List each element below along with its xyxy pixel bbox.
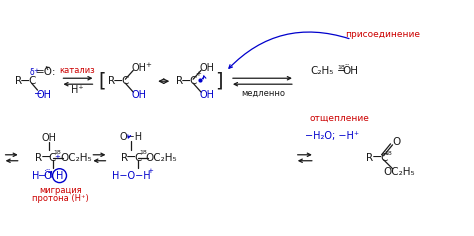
Text: R: R [366,153,373,163]
Text: Ö: Ö [44,171,52,181]
Text: отщепление: отщепление [310,114,370,122]
Text: присоединение: присоединение [345,30,420,39]
Text: δ: δ [29,68,34,77]
Text: 18: 18 [139,150,147,155]
Text: O−H: O−H [120,132,143,142]
Text: миграция: миграция [39,186,82,195]
Text: C: C [380,153,387,163]
Text: OH: OH [200,90,215,100]
Text: H−O−H: H−O−H [112,171,151,181]
Text: ÖH: ÖH [343,66,359,76]
Text: =O:: =O: [36,67,57,77]
Text: +: + [55,154,61,160]
Text: H⁺: H⁺ [71,85,84,95]
Text: OC₂H₅: OC₂H₅ [384,167,415,177]
Text: R: R [15,76,22,86]
Text: OC₂H₅: OC₂H₅ [61,153,92,163]
Text: OH: OH [36,90,51,100]
Text: +: + [146,62,151,68]
Text: ]: ] [215,72,223,91]
Text: :: : [44,167,47,177]
Text: O: O [392,137,401,147]
Text: −: − [113,75,124,88]
Text: R: R [175,76,183,86]
Text: C: C [28,76,35,86]
Text: OC₂H₅: OC₂H₅ [146,153,177,163]
Text: H: H [32,171,39,181]
Text: −: − [34,89,42,99]
Text: C₂H₅: C₂H₅ [310,66,333,76]
Text: OH: OH [41,133,56,143]
Text: C: C [135,153,142,163]
Text: 18: 18 [54,150,62,155]
Text: −H₂O; −H⁺: −H₂O; −H⁺ [305,131,359,141]
Text: −: − [181,75,191,88]
Text: медленно: медленно [241,89,285,98]
Text: OH: OH [132,90,147,100]
Text: −: − [337,66,346,76]
Text: +: + [147,168,153,174]
Text: +: + [195,71,201,77]
Text: −: − [19,75,30,88]
Text: −: − [371,151,382,164]
Text: C: C [122,76,129,86]
Text: C: C [49,153,56,163]
Text: R: R [35,153,42,163]
Text: +: + [34,68,39,74]
Text: R: R [121,153,128,163]
Text: −: − [126,151,137,164]
Text: −: − [37,171,46,181]
Text: OH: OH [132,63,147,73]
Text: 18: 18 [385,151,392,156]
Text: [: [ [99,72,106,91]
Text: OH: OH [200,63,215,73]
Text: 18: 18 [338,65,346,70]
Text: C: C [190,76,197,86]
Text: протона (H⁺): протона (H⁺) [32,194,89,203]
Text: H: H [56,171,63,181]
Text: −: − [40,151,51,164]
Text: R: R [108,76,115,86]
Text: катализ: катализ [60,66,95,75]
